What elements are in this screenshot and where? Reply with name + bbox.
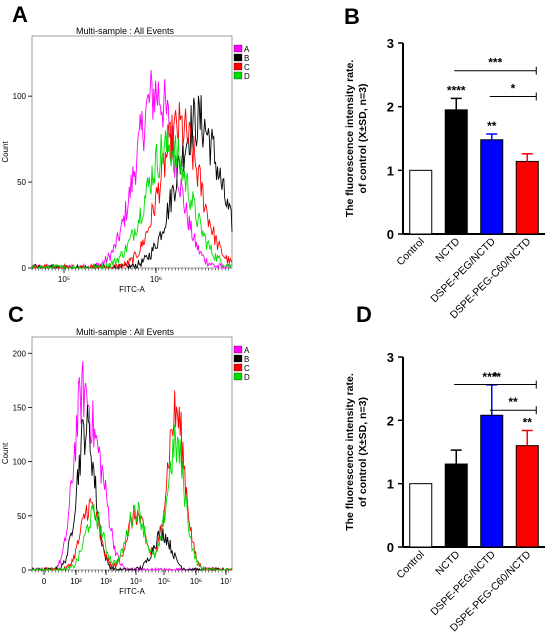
y-tick-label: 3 [387, 350, 394, 365]
x-tick-label: 10⁵ [158, 577, 170, 586]
y-axis-label: Count [1, 141, 10, 163]
legend-swatch-b [233, 53, 243, 62]
legend-swatch-c [233, 62, 243, 71]
series-line-d [31, 124, 233, 270]
legend-swatch-a [233, 44, 243, 53]
y-tick-label: 1 [387, 477, 394, 492]
x-tick-label: 10² [70, 577, 82, 586]
y-tick-label: 0 [22, 566, 27, 575]
legend-swatch-b [233, 354, 243, 363]
bar-3 [480, 414, 504, 548]
bracket-label: * [511, 81, 516, 95]
significance-label: **** [482, 370, 501, 384]
y-tick-label: 0 [387, 540, 394, 555]
x-tick-label: 10⁶ [150, 275, 162, 284]
x-tick-label: 10⁴ [130, 577, 143, 586]
panel-label-b: B [344, 4, 360, 29]
y-axis-label-line: The fluorescence intensity rate. [344, 60, 356, 218]
bar-4 [515, 160, 539, 235]
y-tick-label: 2 [387, 413, 394, 428]
category-label: DSPE-PEG/NCTD [428, 235, 498, 305]
flow-c-title: Multi-sample : All Events [76, 327, 175, 337]
legend-swatch-a [233, 345, 243, 354]
bar-2 [444, 109, 468, 235]
panel-label-c: C [8, 302, 24, 327]
panel-label-a: A [12, 2, 28, 27]
y-tick-label: 100 [13, 458, 27, 467]
x-tick-label: 10³ [100, 577, 112, 586]
category-label: NCTD [433, 235, 462, 264]
y-tick-label: 200 [13, 349, 27, 358]
bracket-label: ** [508, 395, 518, 409]
category-label: Control [394, 549, 426, 581]
bar-3 [480, 139, 504, 235]
legend-label-b: B [244, 355, 249, 364]
bar-2 [444, 463, 468, 548]
legend-label-a: A [244, 45, 250, 54]
series-line-c [31, 390, 233, 572]
x-tick-label: 10⁷ [220, 577, 232, 586]
plot-frame [31, 35, 233, 269]
panel-label-d: D [356, 302, 372, 327]
bar-4 [515, 445, 539, 548]
series-line-a [32, 361, 232, 572]
series-line-d [32, 424, 233, 572]
plot-frame [31, 336, 233, 571]
legend-label-c: C [244, 63, 250, 72]
bracket-label: * [493, 370, 498, 384]
bracket-label: *** [488, 56, 502, 70]
y-tick-label: 100 [13, 92, 27, 101]
legend-swatch-c [233, 363, 243, 372]
y-axis-label-line: The fluorescence intensity rate. [344, 373, 356, 531]
significance-label: ** [523, 415, 533, 429]
significance-label: **** [447, 83, 466, 97]
series-line-a [31, 70, 232, 270]
series-line-c [31, 101, 233, 270]
legend-label-d: D [244, 72, 250, 81]
legend-swatch-d [233, 71, 243, 80]
y-axis-label: Count [1, 442, 10, 464]
legend-label-d: D [244, 373, 250, 382]
bar-1 [409, 169, 433, 235]
legend-label-a: A [244, 346, 250, 355]
y-tick-label: 50 [17, 178, 26, 187]
series-line-b [31, 95, 233, 270]
category-label: Control [394, 236, 426, 268]
y-axis-label-line: of control (X±SD, n=3) [357, 84, 369, 194]
x-tick-label: 10⁶ [190, 577, 202, 586]
y-axis-label-line: of control (X±SD, n=3) [357, 397, 369, 507]
y-tick-label: 2 [387, 100, 394, 115]
y-tick-label: 150 [13, 403, 27, 412]
legend-swatch-d [233, 372, 243, 381]
category-label: DSPE-PEG-C60/NCTD [448, 235, 534, 321]
x-axis-label: FITC-A [119, 285, 145, 294]
category-label: DSPE-PEG/NCTD [428, 548, 498, 618]
series-line-b [31, 405, 233, 572]
x-tick-label: 10⁵ [58, 275, 70, 284]
bar-1 [409, 483, 433, 548]
flow-a-title: Multi-sample : All Events [76, 26, 175, 36]
category-label: DSPE-PEG-C60/NCTD [448, 548, 534, 634]
legend-label-c: C [244, 364, 250, 373]
significance-label: ** [487, 119, 497, 133]
x-axis-label: FITC-A [119, 587, 145, 596]
category-label: NCTD [433, 548, 462, 577]
y-tick-label: 1 [387, 163, 394, 178]
y-tick-label: 0 [22, 264, 27, 273]
y-tick-label: 50 [17, 512, 26, 521]
x-tick-label: 0 [42, 577, 47, 586]
legend-label-b: B [244, 54, 249, 63]
y-tick-label: 3 [387, 36, 394, 51]
y-tick-label: 0 [387, 227, 394, 242]
